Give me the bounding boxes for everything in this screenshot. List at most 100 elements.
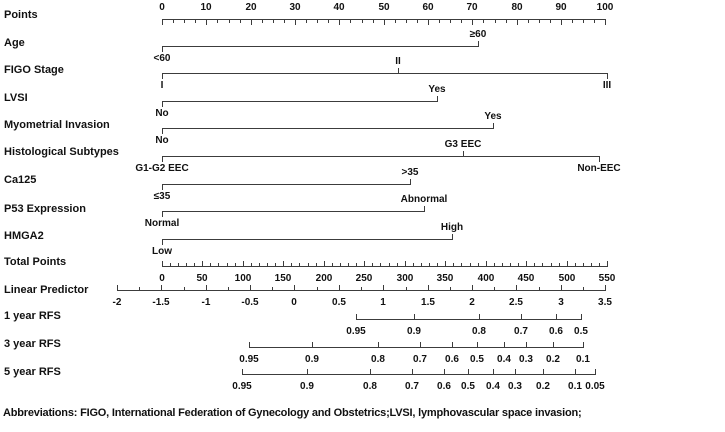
axis-line-figo-stage xyxy=(162,73,608,74)
tick-label-rfs-3-year: 0.9 xyxy=(305,354,319,365)
axis-tick-points xyxy=(339,20,340,25)
axis-tick-points xyxy=(517,20,518,25)
tick-label-myometrial-invasion: Yes xyxy=(484,111,502,122)
axis-title-ca125: Ca125 xyxy=(4,174,37,186)
axis-tick-total-points xyxy=(364,261,365,266)
axis-minor-tick-points xyxy=(228,20,230,23)
axis-tick-linear-predictor xyxy=(561,285,562,290)
axis-tick-hmga2 xyxy=(162,240,163,245)
axis-minor-tick-total-points xyxy=(396,263,398,266)
tick-label-rfs-5-year: 0.95 xyxy=(232,381,252,392)
axis-title-lvsi: LVSI xyxy=(4,92,28,104)
axis-tick-linear-predictor xyxy=(117,285,118,290)
axis-title-histological-subtypes: Histological Subtypes xyxy=(4,146,119,158)
axis-tick-rfs-5-year xyxy=(543,369,544,374)
axis-tick-rfs-5-year xyxy=(444,369,445,374)
axis-minor-tick-total-points xyxy=(550,263,552,266)
axis-minor-tick-linear-predictor xyxy=(583,287,584,290)
axis-minor-tick-total-points xyxy=(542,263,544,266)
tick-label-rfs-1-year: 0.95 xyxy=(346,326,366,337)
axis-tick-rfs-3-year xyxy=(378,342,379,347)
tick-label-total-points: 450 xyxy=(517,273,535,284)
axis-minor-tick-points xyxy=(317,20,318,23)
axis-minor-tick-points xyxy=(483,20,485,23)
axis-tick-total-points xyxy=(162,261,163,266)
axis-minor-tick-total-points xyxy=(259,263,260,266)
tick-label-points: 0 xyxy=(159,2,165,13)
axis-minor-tick-points xyxy=(328,20,329,23)
axis-minor-tick-total-points xyxy=(518,263,519,266)
axis-tick-points xyxy=(428,20,429,25)
axis-minor-tick-points xyxy=(284,20,285,23)
axis-tick-linear-predictor xyxy=(339,285,340,290)
tick-label-rfs-5-year: 0.2 xyxy=(536,381,550,392)
axis-minor-tick-total-points xyxy=(494,263,495,266)
axis-tick-linear-predictor xyxy=(250,285,251,290)
axis-minor-tick-linear-predictor xyxy=(183,287,185,290)
tick-label-hmga2: Low xyxy=(152,246,172,257)
axis-tick-rfs-1-year xyxy=(356,314,357,319)
tick-label-linear-predictor: 1.5 xyxy=(421,297,435,308)
axis-tick-hmga2 xyxy=(452,234,453,239)
tick-label-rfs-5-year: 0.5 xyxy=(461,381,475,392)
tick-label-figo-stage: II xyxy=(395,56,401,67)
tick-label-ca125: >35 xyxy=(401,167,419,178)
axis-minor-tick-total-points xyxy=(178,263,179,266)
axis-line-rfs-5-year xyxy=(242,374,596,375)
axis-title-total-points: Total Points xyxy=(4,256,67,268)
axis-minor-tick-points xyxy=(550,20,551,23)
axis-tick-rfs-3-year xyxy=(420,342,421,347)
axis-minor-tick-linear-predictor xyxy=(139,287,140,290)
axis-minor-tick-linear-predictor xyxy=(272,287,273,290)
axis-tick-myometrial-invasion xyxy=(493,123,494,128)
axis-minor-tick-points xyxy=(494,20,496,23)
tick-label-age: ≥60 xyxy=(469,29,487,40)
axis-line-points xyxy=(162,19,606,20)
axis-tick-rfs-5-year xyxy=(370,369,371,374)
tick-label-linear-predictor: -0.5 xyxy=(241,297,259,308)
tick-label-total-points: 0 xyxy=(159,273,165,284)
tick-label-hmga2: High xyxy=(440,222,464,233)
axis-minor-tick-points xyxy=(417,20,418,23)
axis-minor-tick-points xyxy=(239,20,241,23)
tick-label-linear-predictor: -1.5 xyxy=(152,297,170,308)
tick-label-rfs-3-year: 0.1 xyxy=(576,354,590,365)
axis-minor-tick-points xyxy=(195,20,196,23)
tick-label-histological-subtypes: Non-EEC xyxy=(577,163,621,174)
axis-tick-rfs-3-year xyxy=(477,342,478,347)
axis-minor-tick-total-points xyxy=(234,263,236,266)
axis-minor-tick-total-points xyxy=(591,263,592,266)
axis-minor-tick-total-points xyxy=(599,263,600,266)
tick-label-total-points: 200 xyxy=(315,273,333,284)
axis-tick-rfs-1-year xyxy=(479,314,480,319)
tick-label-rfs-5-year: 0.3 xyxy=(508,381,522,392)
axis-minor-tick-total-points xyxy=(510,263,511,266)
axis-minor-tick-total-points xyxy=(583,263,584,266)
tick-label-points: 50 xyxy=(378,2,390,13)
axis-tick-rfs-5-year xyxy=(493,369,494,374)
axis-title-myometrial-invasion: Myometrial Invasion xyxy=(4,119,110,131)
axis-tick-rfs-3-year xyxy=(526,342,527,347)
axis-tick-rfs-5-year xyxy=(468,369,469,374)
axis-tick-rfs-5-year xyxy=(595,369,596,374)
tick-label-total-points: 550 xyxy=(598,273,616,284)
axis-minor-tick-total-points xyxy=(461,263,463,266)
tick-label-linear-predictor: 1 xyxy=(380,297,386,308)
axis-minor-tick-points xyxy=(461,20,462,23)
tick-label-rfs-5-year: 0.05 xyxy=(585,381,605,392)
axis-minor-tick-total-points xyxy=(186,263,187,266)
axis-minor-tick-total-points xyxy=(502,263,503,266)
axis-tick-rfs-1-year xyxy=(556,314,557,319)
axis-tick-points xyxy=(605,20,606,25)
tick-label-points: 10 xyxy=(200,2,212,13)
axis-tick-total-points xyxy=(567,261,568,266)
axis-minor-tick-points xyxy=(273,20,274,23)
axis-minor-tick-total-points xyxy=(421,263,422,266)
axis-minor-tick-points xyxy=(439,20,440,23)
tick-label-myometrial-invasion: No xyxy=(155,135,169,146)
axis-minor-tick-total-points xyxy=(226,263,228,266)
tick-label-total-points: 250 xyxy=(355,273,373,284)
axis-minor-tick-points xyxy=(184,20,185,23)
axis-minor-tick-total-points xyxy=(218,263,220,266)
axis-tick-p53-expression xyxy=(162,212,163,217)
